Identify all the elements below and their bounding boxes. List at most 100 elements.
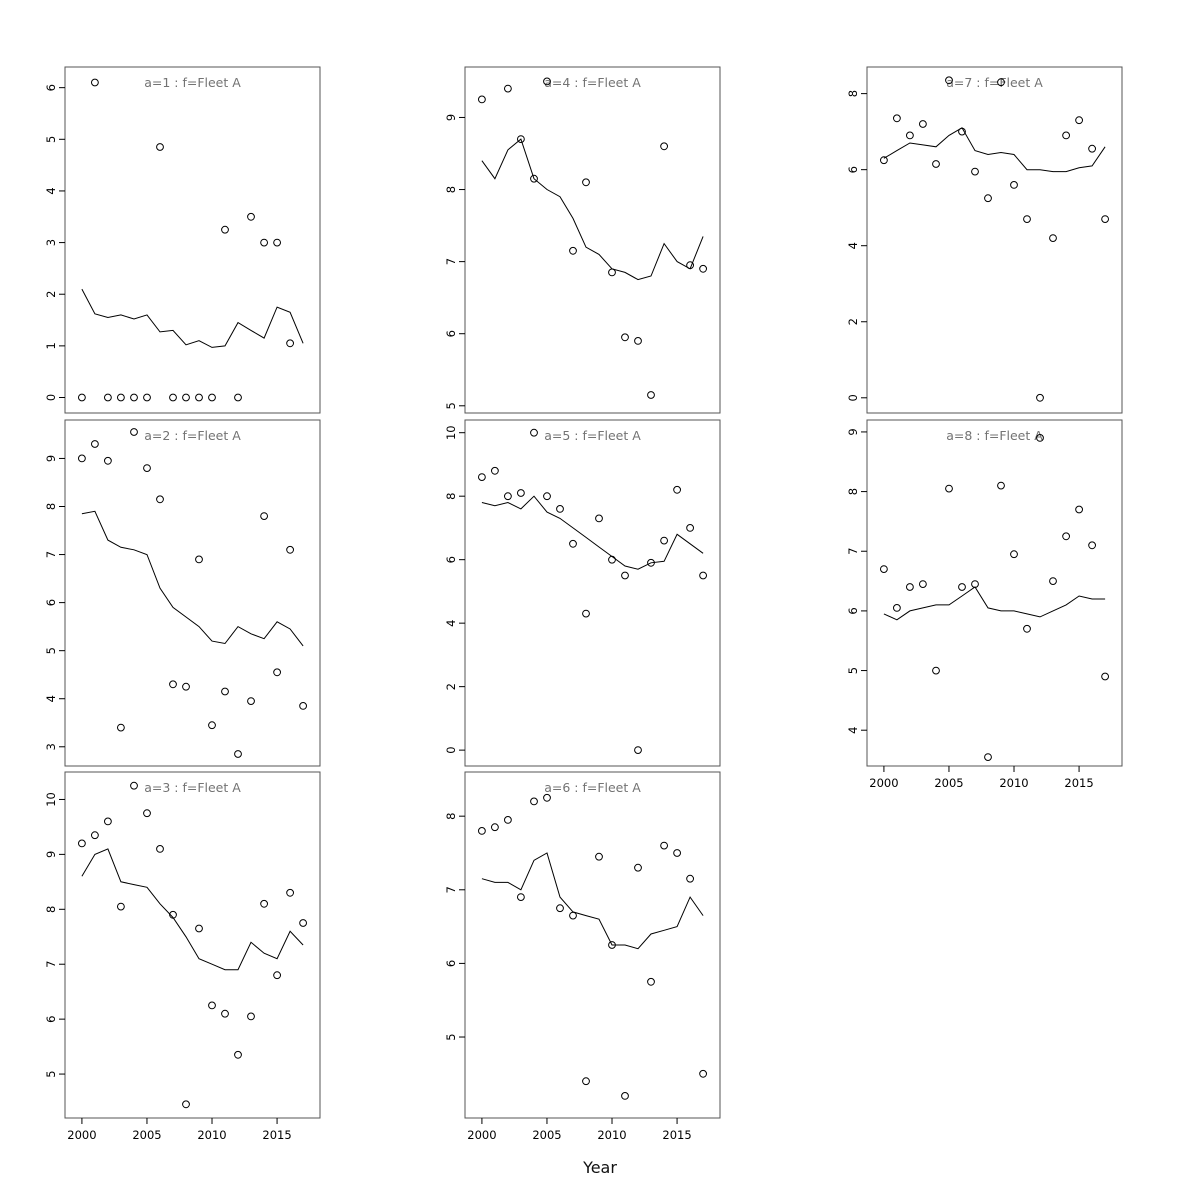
y-tick-label: 4 xyxy=(846,727,860,734)
chart-panel: a=6 : f=Fleet A 5 6 7 8 2000 2005 2010 2015 xyxy=(444,771,721,1142)
data-point xyxy=(247,1012,255,1021)
trend-line xyxy=(481,852,704,950)
data-point xyxy=(143,393,151,402)
data-point xyxy=(608,268,616,277)
panel-border xyxy=(64,66,321,414)
data-point xyxy=(880,156,888,165)
data-point xyxy=(91,831,99,840)
data-point xyxy=(517,893,525,902)
data-point xyxy=(543,77,551,86)
data-point xyxy=(699,264,708,273)
panel-title: a=5 : f=Fleet A xyxy=(544,428,641,443)
data-point xyxy=(958,127,966,136)
data-point xyxy=(156,495,164,504)
x-tick-label: 2010 xyxy=(197,1128,226,1142)
data-point xyxy=(634,746,642,755)
x-tick-label: 2000 xyxy=(869,776,898,790)
data-point xyxy=(247,697,255,706)
y-tick-label: 7 xyxy=(44,961,58,968)
data-point xyxy=(1036,393,1044,402)
data-point xyxy=(286,545,295,554)
y-tick-label: 5 xyxy=(846,667,860,674)
data-point xyxy=(582,1077,590,1086)
panel-title: a=2 : f=Fleet A xyxy=(144,428,241,443)
data-point xyxy=(660,536,669,545)
data-point xyxy=(1010,550,1018,559)
data-point xyxy=(1010,180,1018,189)
data-point xyxy=(504,492,512,501)
data-point xyxy=(78,839,86,848)
data-point xyxy=(647,558,655,567)
data-point xyxy=(208,1001,216,1010)
y-tick-label: 9 xyxy=(444,114,458,121)
data-point xyxy=(569,246,577,255)
panel-border xyxy=(464,66,721,414)
trend-line xyxy=(883,127,1106,173)
y-tick-label: 7 xyxy=(44,551,58,558)
y-tick-label: 10 xyxy=(44,792,58,807)
chart-panel: a=7 : f=Fleet A 0 2 4 6 8 xyxy=(846,66,1123,414)
data-point xyxy=(530,797,538,806)
y-tick-label: 9 xyxy=(846,428,860,435)
data-point xyxy=(286,339,295,348)
data-point xyxy=(286,888,295,897)
y-tick-label: 5 xyxy=(444,1033,458,1040)
data-point xyxy=(78,454,86,463)
data-point xyxy=(1049,577,1057,586)
y-tick-label: 2 xyxy=(444,683,458,690)
y-tick-label: 4 xyxy=(44,187,58,194)
data-point xyxy=(478,95,486,104)
data-point xyxy=(569,911,577,920)
data-point xyxy=(686,874,695,883)
x-tick-label: 2005 xyxy=(934,776,963,790)
y-tick-label: 5 xyxy=(44,136,58,143)
data-point xyxy=(156,845,164,853)
trend-line xyxy=(81,510,304,647)
data-point xyxy=(143,809,151,818)
y-tick-label: 9 xyxy=(44,455,58,462)
data-point xyxy=(1036,434,1044,442)
data-point xyxy=(971,580,979,589)
data-point xyxy=(984,194,992,203)
data-point xyxy=(1101,672,1110,681)
data-point xyxy=(273,238,282,247)
y-tick-label: 8 xyxy=(846,90,860,97)
y-tick-label: 6 xyxy=(444,330,458,337)
trend-line xyxy=(481,495,704,570)
data-point xyxy=(91,440,99,448)
y-tick-label: 8 xyxy=(444,493,458,500)
data-point xyxy=(1088,541,1097,550)
data-point xyxy=(221,687,229,696)
data-point xyxy=(582,178,590,187)
panel-title: a=3 : f=Fleet A xyxy=(144,780,241,795)
data-point xyxy=(491,823,499,832)
y-tick-label: 10 xyxy=(444,425,458,440)
data-point xyxy=(260,512,269,520)
data-point xyxy=(582,609,590,618)
y-tick-label: 6 xyxy=(44,84,58,91)
data-point xyxy=(1023,215,1031,224)
data-point xyxy=(699,1069,708,1078)
data-point xyxy=(1062,131,1071,140)
data-point xyxy=(517,135,525,143)
data-point xyxy=(299,702,308,710)
y-tick-label: 8 xyxy=(44,503,58,510)
trend-line xyxy=(883,586,1106,621)
data-point xyxy=(686,524,695,532)
data-point xyxy=(504,816,512,824)
data-point xyxy=(260,899,269,908)
data-point xyxy=(299,919,308,927)
data-point xyxy=(530,428,538,437)
y-tick-label: 7 xyxy=(846,548,860,555)
data-point xyxy=(1049,234,1057,243)
data-point xyxy=(478,473,486,481)
data-point xyxy=(932,160,940,168)
data-point xyxy=(182,1100,190,1109)
data-point xyxy=(504,84,512,93)
y-tick-label: 5 xyxy=(444,402,458,409)
data-point xyxy=(234,750,242,758)
x-tick-label: 2010 xyxy=(999,776,1028,790)
y-tick-label: 6 xyxy=(444,556,458,563)
panel-border xyxy=(64,771,321,1119)
